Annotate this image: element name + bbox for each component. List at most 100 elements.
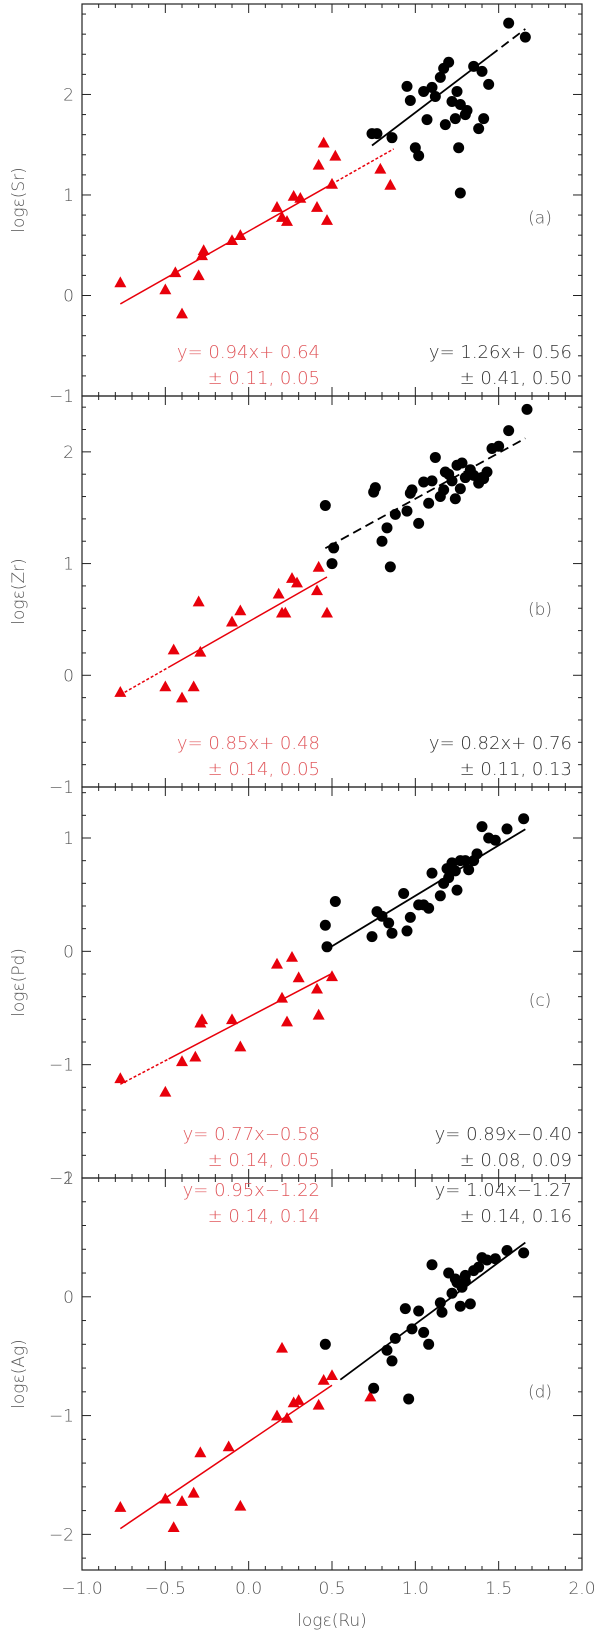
red-triangle-point xyxy=(159,1492,172,1504)
black-circle-point xyxy=(406,484,418,496)
black-circle-point xyxy=(429,90,441,102)
red-triangle-point xyxy=(326,1369,338,1380)
panel-a: −1 0 1 2 logε(Sr) (a) y= 0.94x+ 0.64 ± 0.11, 0.… xyxy=(9,3,583,407)
red-triangle-point xyxy=(291,576,303,588)
red-triangle-point xyxy=(311,201,323,212)
black-circle-point xyxy=(399,1303,411,1315)
black-circle-point xyxy=(426,475,438,487)
red-triangle-point xyxy=(292,971,305,983)
black-circle-point xyxy=(418,1326,430,1338)
black-circle-point xyxy=(449,865,461,877)
black-circle-point xyxy=(386,1355,398,1367)
y-axis-label: logε(Zr) xyxy=(9,558,29,624)
red-triangle-point xyxy=(194,645,207,657)
black-circle-point xyxy=(376,910,388,922)
y-tick-label: 1 xyxy=(63,555,74,575)
red-triangle-point xyxy=(176,1495,188,1506)
y-tick-label: 0 xyxy=(63,942,74,962)
x-tick-label: 0.0 xyxy=(235,1579,262,1599)
black-fit-line xyxy=(339,1241,526,1381)
black-circle-point xyxy=(518,1247,530,1259)
red-triangle-point xyxy=(312,158,325,170)
black-circle-point xyxy=(521,403,533,415)
red-triangle-point xyxy=(329,149,342,161)
black-circle-point xyxy=(471,848,483,860)
black-circle-point xyxy=(401,505,413,517)
black-circle-point xyxy=(454,483,466,495)
red-fit-dotted xyxy=(119,666,170,696)
x-tick-label: 0.5 xyxy=(318,1579,345,1599)
red-triangle-point xyxy=(234,229,247,240)
red-fit-line xyxy=(168,576,328,668)
black-circle-point xyxy=(468,469,480,481)
red-triangle-point xyxy=(311,982,323,994)
black-circle-point xyxy=(423,902,435,914)
black-circle-point xyxy=(518,813,530,825)
black-circle-point xyxy=(404,94,416,106)
black-circle-point xyxy=(321,941,333,953)
panel-tag: (a) xyxy=(528,209,552,229)
black-circle-point xyxy=(381,1344,393,1356)
red-triangle-point xyxy=(222,1440,235,1452)
red-triangle-point xyxy=(271,1409,283,1421)
black-circle-point xyxy=(489,1253,501,1265)
red-fit-dotted xyxy=(119,1058,170,1085)
black-circle-point xyxy=(451,884,463,896)
red-fit-dotted xyxy=(331,148,395,185)
red-triangle-point xyxy=(271,201,283,212)
red-triangle-point xyxy=(294,191,307,203)
black-circle-point xyxy=(413,150,425,162)
panel-tag: (b) xyxy=(528,600,552,620)
black-circle-point xyxy=(461,105,473,117)
black-circle-point xyxy=(478,113,490,125)
red-triangle-point xyxy=(114,276,127,288)
black-circle-point xyxy=(329,895,341,907)
red-fit-equation: y= 0.85x+ 0.48 xyxy=(177,733,320,754)
y-tick-label: −1 xyxy=(49,778,74,798)
red-triangle-point xyxy=(194,1446,207,1458)
black-circle-point xyxy=(413,1305,425,1317)
black-fit-equation: y= 0.89x−0.40 xyxy=(435,1124,572,1145)
red-triangle-point xyxy=(364,1390,377,1402)
y-tick-label: 0 xyxy=(63,666,74,686)
red-triangle-point xyxy=(281,215,293,226)
black-circle-point xyxy=(464,1298,476,1310)
black-circle-point xyxy=(493,440,505,452)
black-circle-point xyxy=(319,1338,331,1350)
black-fit-errors: ± 0.41, 0.50 xyxy=(460,368,572,389)
y-tick-label: 0 xyxy=(63,1288,74,1308)
black-circle-point xyxy=(319,499,331,511)
black-circle-point xyxy=(443,56,455,68)
red-triangle-point xyxy=(234,604,247,616)
red-triangle-point xyxy=(192,269,205,281)
black-circle-point xyxy=(454,187,466,199)
red-triangle-point xyxy=(226,1013,238,1025)
y-tick-label: 0 xyxy=(63,286,74,306)
black-circle-point xyxy=(383,917,395,929)
black-circle-point xyxy=(449,493,461,505)
black-fit-errors: ± 0.14, 0.16 xyxy=(460,1206,572,1227)
black-circle-point xyxy=(403,1393,415,1405)
black-circle-point xyxy=(443,872,455,884)
black-circle-point xyxy=(434,1297,446,1309)
y-tick-label: 2 xyxy=(63,443,74,463)
y-axis-label: logε(Sr) xyxy=(9,167,29,233)
black-circle-point xyxy=(459,855,471,867)
black-circle-point xyxy=(489,834,501,846)
red-triangle-point xyxy=(312,560,325,572)
red-fit-line xyxy=(168,972,333,1060)
black-fit-equation: y= 1.26x+ 0.56 xyxy=(429,342,572,363)
plot-frame xyxy=(81,395,583,788)
black-circle-point xyxy=(398,888,410,900)
red-triangle-point xyxy=(176,1055,188,1067)
black-circle-point xyxy=(423,497,435,509)
y-axis-label: logε(Pd) xyxy=(9,948,29,1017)
panel-tag: (c) xyxy=(529,991,552,1011)
black-fit-line xyxy=(324,545,330,550)
plot-frame xyxy=(81,786,583,1179)
black-circle-point xyxy=(449,113,461,125)
red-triangle-point xyxy=(287,189,300,201)
black-circle-point xyxy=(453,142,465,154)
plot-frame xyxy=(81,3,583,397)
red-triangle-point xyxy=(189,1050,202,1062)
